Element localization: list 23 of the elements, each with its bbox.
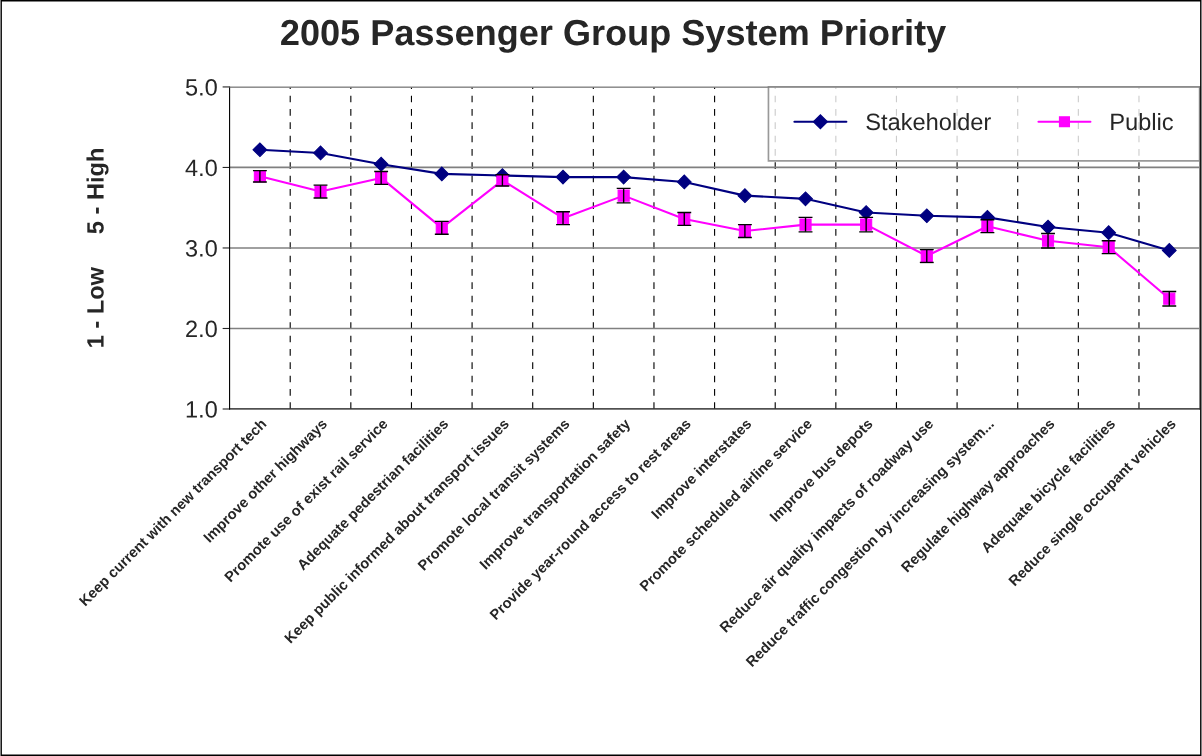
point [1161,242,1177,258]
point [919,208,935,224]
legend-label: Stakeholder [866,112,991,131]
legend-label: Public [1111,112,1173,131]
point [798,191,813,207]
point [252,142,268,158]
point [616,169,632,185]
point [555,169,571,185]
y-tick-label: 2.0 [186,320,217,338]
y-tick-label: 1.0 [186,401,217,418]
point [434,166,450,182]
y-tick-label: 3.0 [185,240,217,257]
point [1040,219,1056,235]
point [737,188,753,204]
point [313,145,328,161]
point [373,156,389,172]
y-tick-label: 4.0 [185,159,217,177]
point [858,205,874,220]
y-tick-label: 5.0 [185,79,217,96]
point [676,174,692,190]
y-axis-title: 1 - Low 5 - High [86,149,109,347]
point [1101,225,1117,241]
chart-title: 2005 Passenger Group System Priority [281,18,947,53]
